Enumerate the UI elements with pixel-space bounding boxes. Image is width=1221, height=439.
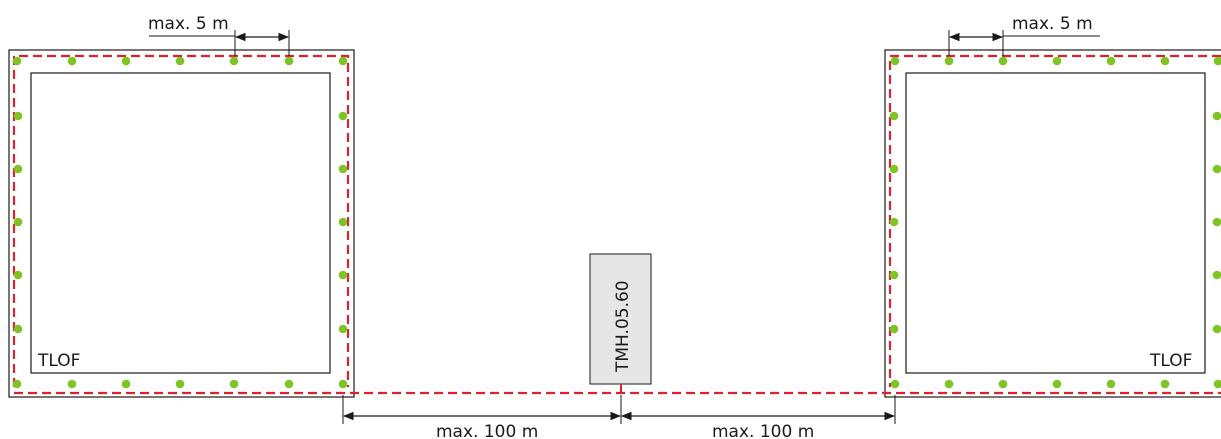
edge-light [1052,379,1062,389]
left-cable-loop [12,54,350,387]
edge-light [229,379,239,389]
edge-light [121,379,131,389]
edge-light [1212,324,1221,334]
right-tlof-area: TLOF [884,49,1221,398]
edge-light [338,111,348,121]
left-tlof-area: TLOF [8,49,355,398]
edge-light [12,379,22,389]
edge-light [1106,379,1116,389]
edge-light [338,164,348,174]
edge-light [67,379,77,389]
right-tlof-label: TLOF [1149,351,1192,371]
left-tlof-label: TLOF [37,351,80,371]
edge-light [1160,379,1170,389]
controller-label: TMH.05.60 [613,280,633,373]
right-outer-boundary [884,49,1221,398]
left-spacing-label: max. 5 m [148,14,229,34]
left-lights [12,56,348,389]
edge-light [1160,56,1170,66]
edge-light [1212,164,1221,174]
edge-light [338,324,348,334]
edge-light [998,56,1008,66]
right-spacing-label: max. 5 m [1012,14,1093,34]
edge-light [121,56,131,66]
edge-light [13,164,23,174]
edge-light [1212,217,1221,227]
edge-light [338,379,348,389]
edge-light [175,56,185,66]
edge-light [890,56,900,66]
edge-light [889,270,899,280]
right-lights [889,56,1221,389]
edge-light [890,379,900,389]
edge-light [229,56,239,66]
edge-light [1052,56,1062,66]
edge-light [12,56,22,66]
edge-light [284,379,294,389]
edge-light [1213,379,1221,389]
left-inner-boundary [30,72,331,374]
left-outer-boundary [8,49,355,398]
left-distance-label: max. 100 m [436,422,538,439]
edge-light [1106,56,1116,66]
edge-light [67,56,77,66]
edge-light [284,56,294,66]
right-spacing-dimension: max. 5 m [948,14,1100,56]
edge-light [338,217,348,227]
edge-light [1212,270,1221,280]
controller-unit: TMH.05.60 [589,253,652,393]
edge-light [1212,111,1221,121]
edge-light [13,324,23,334]
edge-light [338,270,348,280]
distance-dimensions: max. 100 m max. 100 m [342,395,896,439]
right-cable-loop [888,54,1221,387]
edge-light [998,379,1008,389]
right-distance-label: max. 100 m [712,422,814,439]
left-spacing-dimension: max. 5 m [148,14,290,56]
edge-light [13,111,23,121]
right-inner-boundary [905,72,1206,374]
edge-light [338,56,348,66]
edge-light [944,56,954,66]
edge-light [889,324,899,334]
edge-light [1213,56,1221,66]
edge-light [13,217,23,227]
edge-light [13,270,23,280]
edge-light [944,379,954,389]
edge-light [889,111,899,121]
edge-light [889,217,899,227]
edge-light [889,164,899,174]
controller-box [589,253,652,385]
edge-light [175,379,185,389]
